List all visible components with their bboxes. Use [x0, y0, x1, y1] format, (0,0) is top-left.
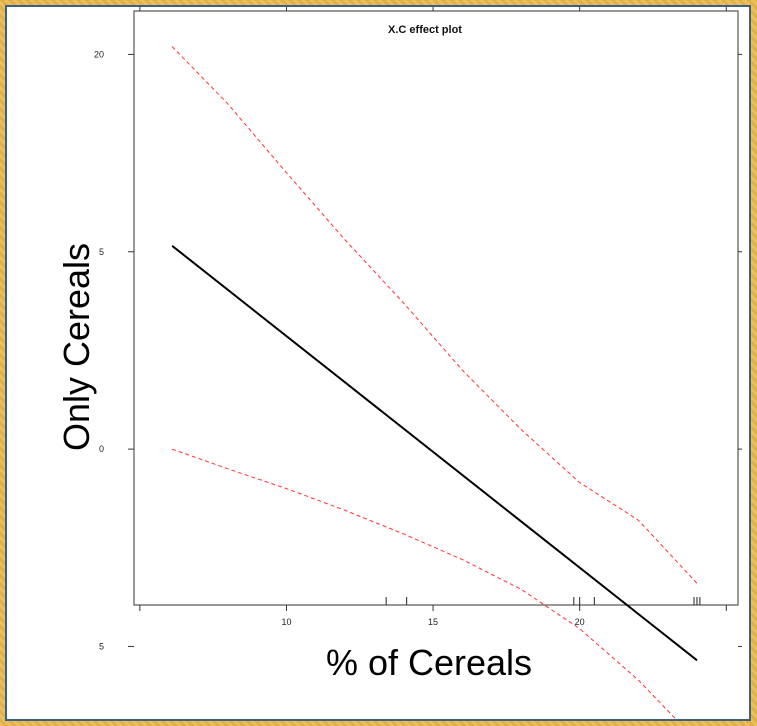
y-tick-label: 5 [99, 247, 104, 257]
x-tick-label: 10 [281, 617, 291, 627]
series-fit-line [171, 245, 698, 662]
plot-area [133, 10, 739, 606]
series-lower-line [171, 448, 677, 719]
y-tick-label: 5 [99, 641, 104, 651]
x-axis-label: % of Cereals [326, 642, 532, 683]
y-tick-label: 20 [94, 49, 104, 59]
chart-title: X.C effect plot [388, 24, 462, 36]
y-axis-label: Only Cereals [56, 243, 97, 451]
effect-plot: X.C effect plot 10 15 20 20 5 0 5 Only Cereals… [56, 7, 742, 719]
y-tick-label: 0 [99, 444, 104, 454]
series-upper-line [171, 46, 698, 584]
x-tick-label: 15 [428, 617, 438, 627]
slide-frame: X.C effect plot 10 15 20 20 5 0 5 Only Cereals… [5, 5, 751, 721]
x-tick-label: 20 [575, 617, 585, 627]
